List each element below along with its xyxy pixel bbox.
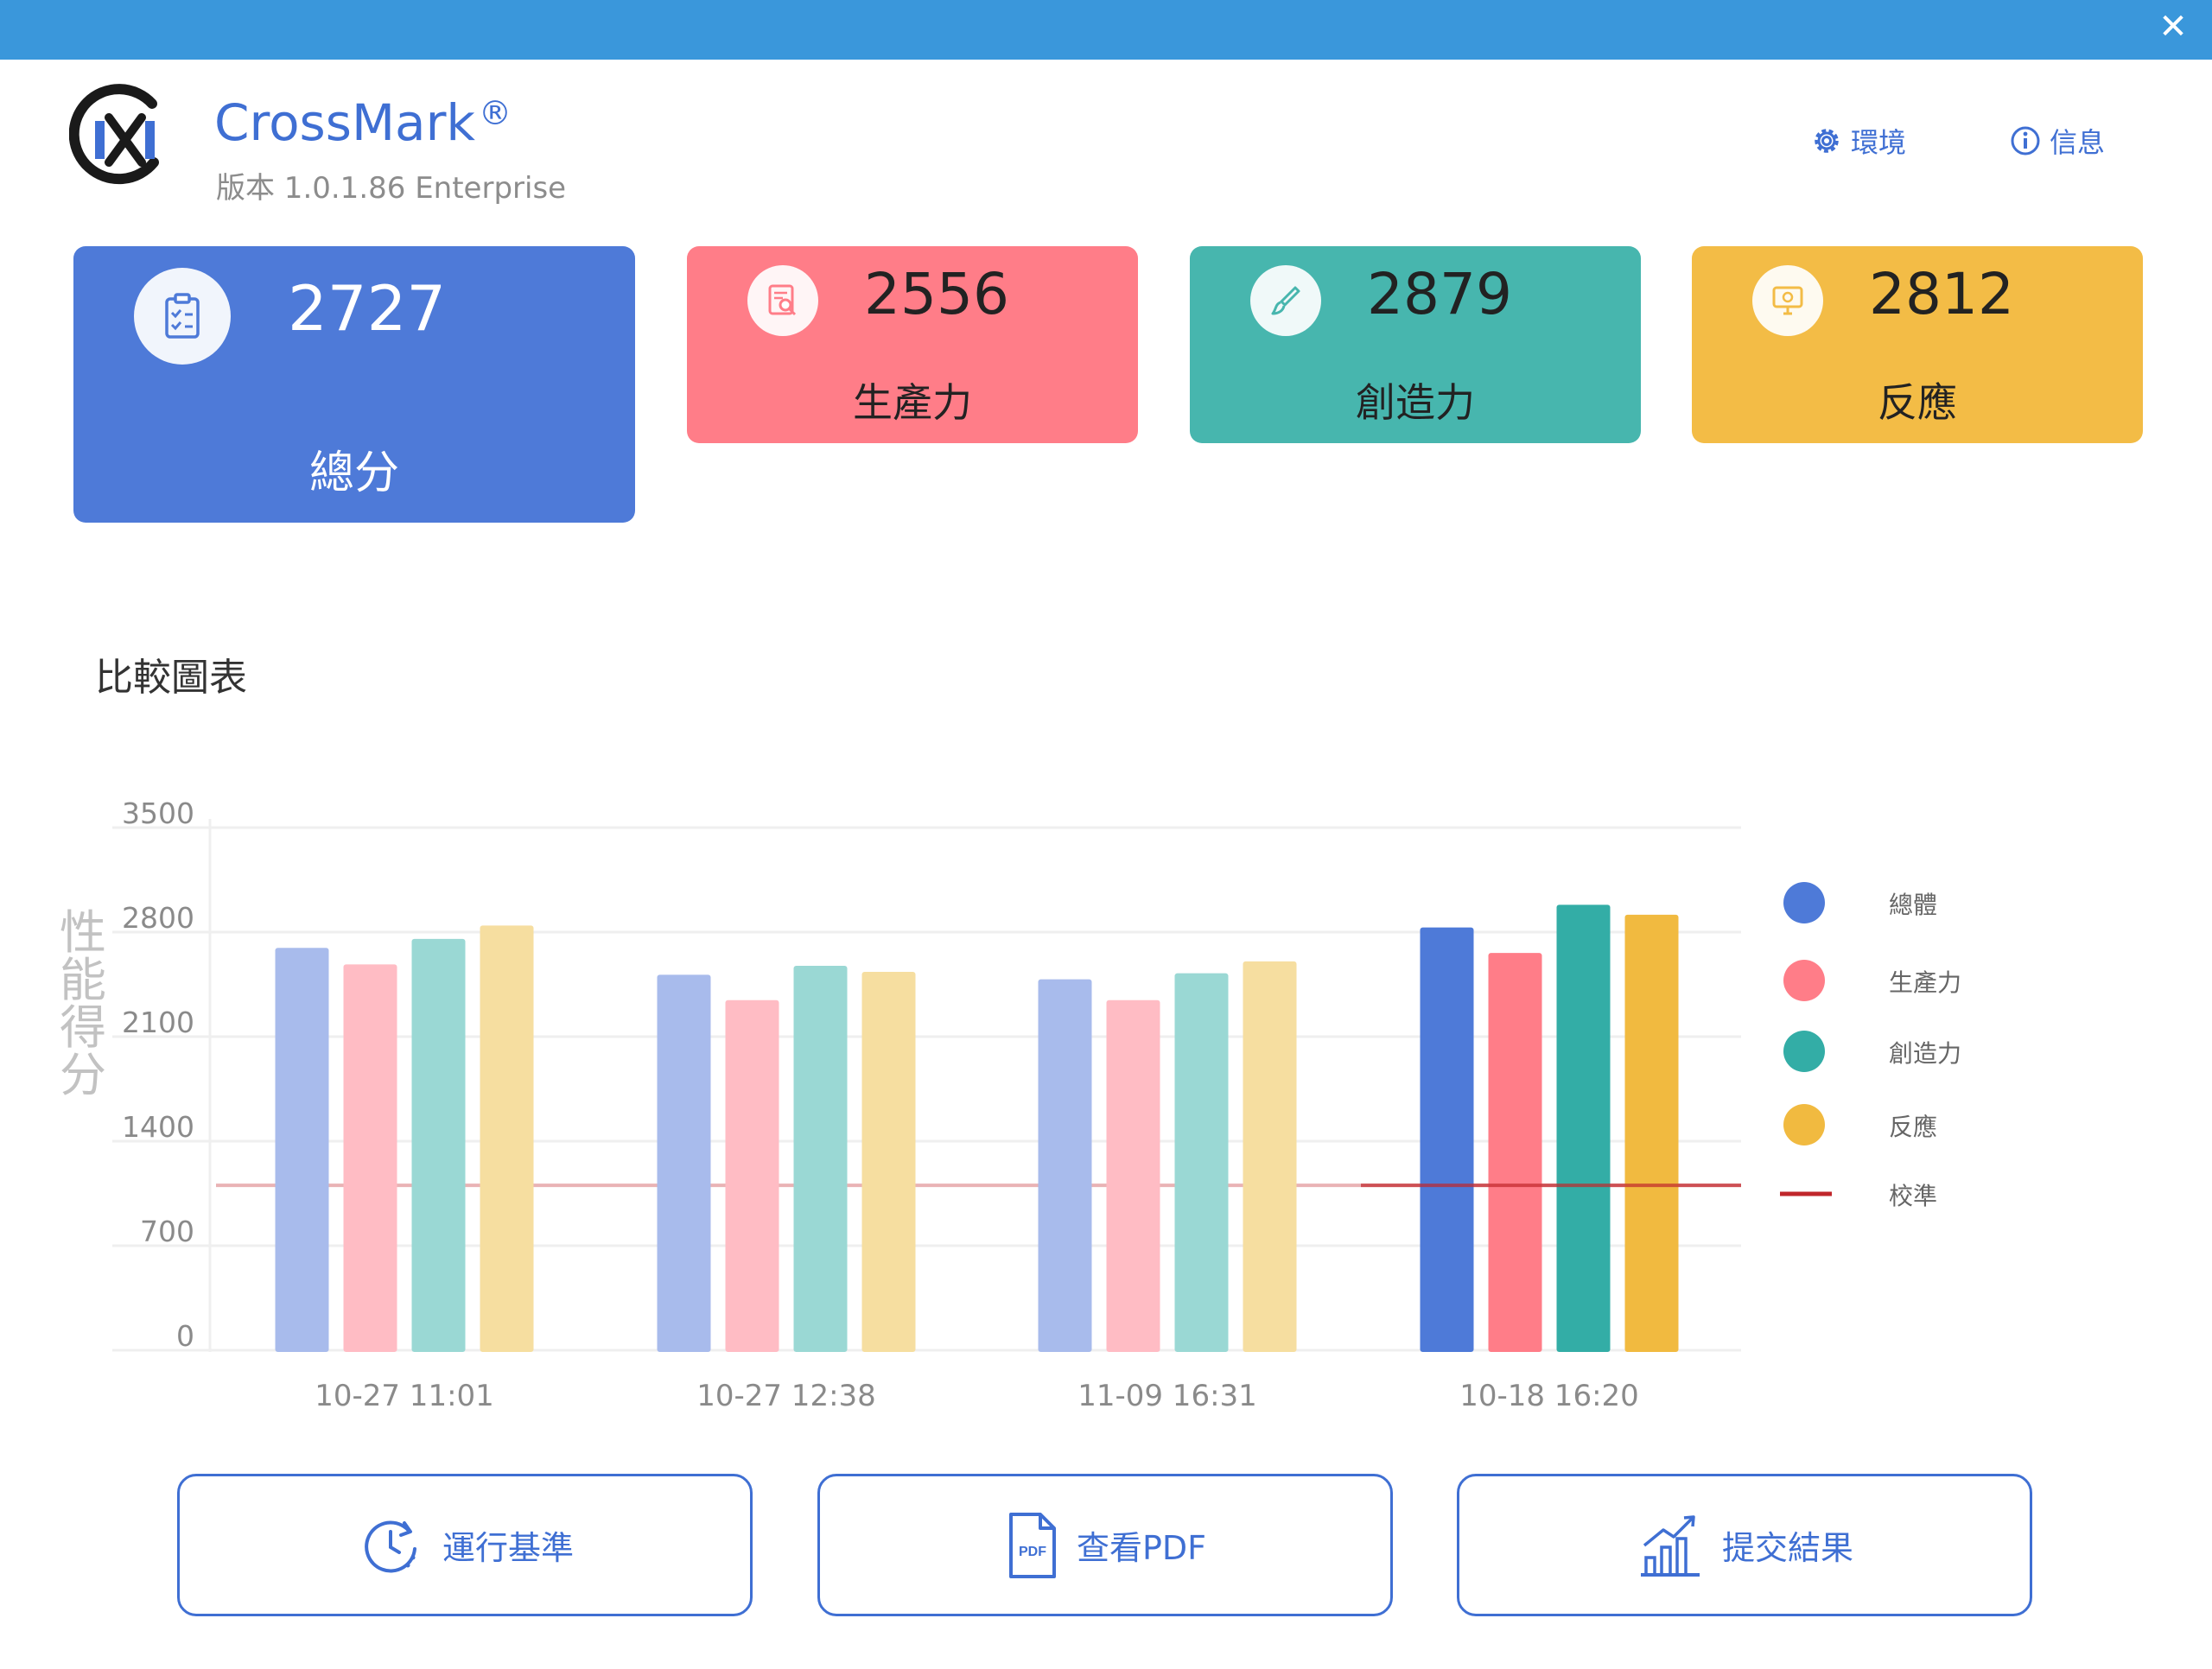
view-pdf-label: 查看PDF: [1076, 1529, 1207, 1567]
gear-icon: [1815, 129, 1839, 153]
x-tick-label: 10-18 16:20: [1459, 1379, 1639, 1413]
creativity-score-label: 創造力: [1356, 379, 1475, 426]
bar-3-1: [411, 938, 466, 1352]
y-axis-title-char: 分: [60, 1048, 106, 1102]
pdf-file-icon: PDF: [1008, 1512, 1056, 1578]
settings-label: 環境: [1851, 126, 1907, 159]
legend-label-2: 生產力: [1889, 968, 1961, 997]
x-tick-label: 11-09 16:31: [1077, 1379, 1257, 1413]
y-axis-title-char: 得: [60, 1000, 106, 1055]
legend-swatch-4: [1783, 1104, 1825, 1145]
bar-3-2: [793, 966, 848, 1352]
responsiveness-icon-badge: [1752, 265, 1823, 336]
clipboard-checklist-icon: [165, 293, 200, 339]
productivity-score-label: 生產力: [853, 379, 972, 426]
productivity-score-card[interactable]: 2556 生產力: [687, 246, 1138, 443]
y-axis-title-char: 能: [60, 953, 106, 1007]
productivity-icon-badge: [747, 265, 818, 336]
total-icon-badge: [134, 268, 231, 365]
bar-2-2: [725, 999, 779, 1352]
bar-4-2: [861, 971, 916, 1352]
info-icon: [2011, 126, 2040, 155]
y-tick-label: 2100: [122, 1006, 194, 1039]
bar-3-4: [1556, 904, 1611, 1352]
crossmark-logo: [69, 84, 159, 185]
bar-2-1: [343, 964, 397, 1352]
total-score-value: 2727: [288, 272, 447, 345]
y-tick-label: 700: [140, 1215, 194, 1248]
legend-label-3: 創造力: [1889, 1039, 1961, 1068]
bar-4-3: [1243, 961, 1297, 1352]
clock-icon: [365, 1520, 416, 1572]
bar-chart-upload-icon: [1640, 1514, 1700, 1577]
bar-1-4: [1420, 927, 1474, 1352]
bar-4-4: [1624, 914, 1679, 1352]
responsiveness-score-card[interactable]: 2812 反應: [1692, 246, 2143, 443]
submit-results-label: 提交結果: [1721, 1529, 1853, 1567]
responsiveness-score-value: 2812: [1869, 261, 2014, 327]
total-score-card[interactable]: 2727 總分: [73, 246, 635, 523]
creativity-score-value: 2879: [1367, 261, 1512, 327]
bar-4-1: [480, 925, 534, 1352]
run-benchmark-label: 運行基準: [442, 1529, 574, 1567]
bar-1-3: [1038, 979, 1092, 1352]
bar-1-2: [657, 974, 711, 1352]
y-tick-label: 2800: [122, 901, 194, 935]
title-bar: ✕: [0, 0, 2212, 60]
bar-2-3: [1106, 999, 1160, 1352]
y-axis-title-char: 性: [60, 905, 106, 960]
responsiveness-score-label: 反應: [1878, 379, 1957, 426]
x-tick-label: 10-27 12:38: [696, 1379, 876, 1413]
legend-swatch-2: [1783, 960, 1825, 1001]
settings-link[interactable]: 環境: [1809, 121, 1906, 161]
submit-results-button[interactable]: 提交結果: [1457, 1474, 2032, 1616]
total-score-label: 總分: [308, 447, 399, 499]
creativity-score-card[interactable]: 2879 創造力: [1190, 246, 1641, 443]
brush-icon: [1271, 286, 1300, 315]
y-tick-label: 3500: [122, 796, 194, 830]
legend-swatch-3: [1783, 1031, 1825, 1072]
view-pdf-button[interactable]: PDF 查看PDF: [817, 1474, 1393, 1616]
info-link[interactable]: 信息: [2008, 121, 2105, 161]
legend-label-1: 總體: [1889, 891, 1937, 919]
legend-swatch-1: [1783, 882, 1825, 923]
legend-label-4: 反應: [1889, 1113, 1937, 1141]
bar-3-3: [1174, 973, 1229, 1352]
comparison-chart-title: 比較圖表: [95, 656, 247, 700]
legend-label-calibration: 校準: [1889, 1182, 1937, 1210]
y-tick-label: 1400: [122, 1110, 194, 1144]
app-version: 版本 1.0.1.86 Enterprise: [216, 171, 567, 206]
y-tick-label: 0: [176, 1319, 194, 1353]
document-search-icon: [768, 284, 797, 316]
app-name-text: CrossMark: [214, 93, 476, 152]
registered-mark: ®: [479, 94, 512, 132]
pdf-icon-text: PDF: [1019, 1545, 1046, 1559]
bar-2-4: [1488, 953, 1542, 1352]
creativity-icon-badge: [1250, 265, 1321, 336]
info-label: 信息: [2050, 126, 2106, 159]
close-button[interactable]: ✕: [2158, 7, 2188, 47]
bar-1-1: [275, 948, 329, 1352]
run-benchmark-button[interactable]: 運行基準: [177, 1474, 753, 1616]
monitor-icon: [1772, 286, 1803, 315]
x-tick-label: 10-27 11:01: [315, 1379, 494, 1413]
app-title: CrossMark ®: [214, 93, 512, 152]
productivity-score-value: 2556: [864, 261, 1009, 327]
